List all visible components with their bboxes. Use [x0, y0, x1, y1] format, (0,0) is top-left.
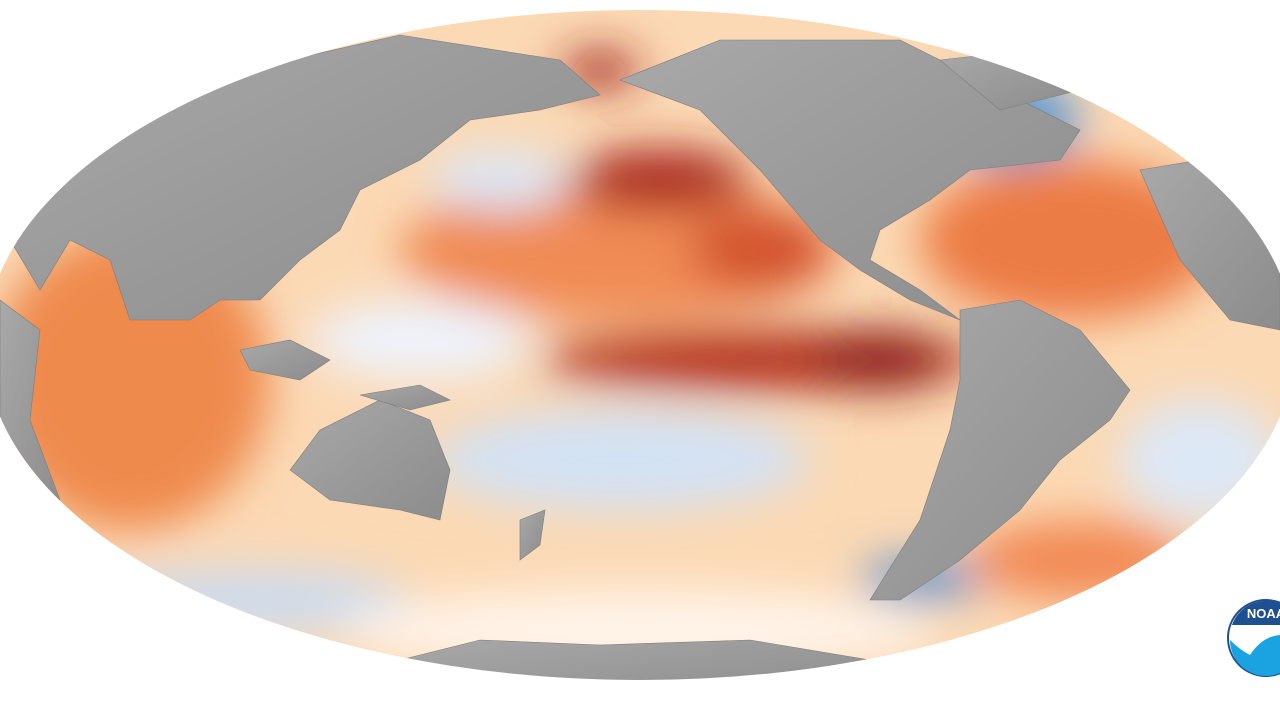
warm-area: [570, 150, 750, 210]
logo-text: NOAA: [1247, 606, 1280, 621]
noaa-logo: NOAA: [1227, 599, 1280, 677]
warm-area: [810, 330, 950, 390]
landmasses: [0, 34, 1280, 680]
cool-area: [310, 300, 530, 380]
warm-area: [920, 160, 1220, 320]
cool-area: [430, 410, 810, 510]
logo-sky: [1232, 600, 1280, 625]
antarctica: [379, 639, 871, 680]
borneo: [239, 339, 331, 381]
south-america: [869, 299, 1131, 601]
australia: [289, 399, 451, 521]
cool-area: [430, 150, 570, 210]
warm-area: [970, 520, 1190, 600]
new-guinea: [359, 384, 451, 411]
eurasia: [9, 34, 601, 321]
warm-area: [690, 210, 830, 290]
cool-area: [1120, 400, 1280, 520]
new-zealand: [519, 509, 546, 561]
logo-wave: [1230, 635, 1280, 676]
